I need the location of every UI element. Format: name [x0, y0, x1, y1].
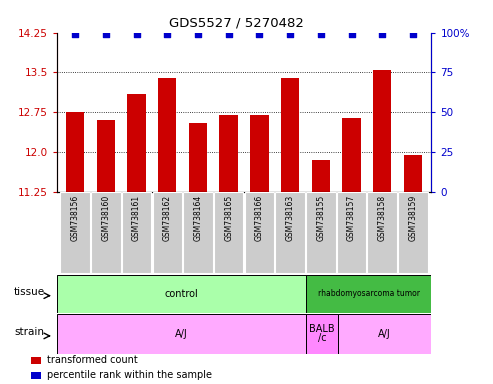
- Text: GDS5527 / 5270482: GDS5527 / 5270482: [169, 16, 304, 29]
- Bar: [404, 155, 422, 192]
- Point: [348, 31, 355, 37]
- Bar: [312, 160, 330, 192]
- Bar: [398, 192, 428, 273]
- Text: tissue: tissue: [14, 287, 45, 297]
- Bar: [66, 112, 84, 192]
- Bar: [306, 192, 336, 273]
- Text: GSM738157: GSM738157: [347, 194, 356, 241]
- Point: [255, 31, 263, 37]
- Bar: [60, 192, 90, 273]
- Bar: [367, 192, 397, 273]
- Bar: [219, 115, 238, 192]
- Bar: [189, 123, 207, 192]
- Bar: [338, 314, 431, 354]
- Point: [133, 31, 141, 37]
- Point: [71, 31, 79, 37]
- Bar: [57, 275, 307, 313]
- Text: GSM738156: GSM738156: [70, 194, 80, 241]
- Text: GSM738155: GSM738155: [317, 194, 325, 241]
- Bar: [373, 70, 391, 192]
- Bar: [183, 192, 212, 273]
- Point: [102, 31, 110, 37]
- Point: [163, 31, 171, 37]
- Point: [378, 31, 386, 37]
- Text: percentile rank within the sample: percentile rank within the sample: [47, 371, 212, 381]
- Bar: [127, 94, 146, 192]
- Text: GSM738159: GSM738159: [408, 194, 418, 241]
- Bar: [281, 78, 299, 192]
- Bar: [337, 192, 366, 273]
- Point: [317, 31, 325, 37]
- Text: GSM738166: GSM738166: [255, 194, 264, 241]
- Bar: [97, 120, 115, 192]
- Bar: [214, 192, 244, 273]
- Bar: [57, 314, 307, 354]
- Bar: [158, 78, 176, 192]
- Point: [194, 31, 202, 37]
- Text: GSM738165: GSM738165: [224, 194, 233, 241]
- Bar: [245, 192, 274, 273]
- Text: GSM738164: GSM738164: [193, 194, 203, 241]
- Text: strain: strain: [14, 327, 44, 337]
- Bar: [307, 314, 338, 354]
- Text: BALB
/c: BALB /c: [309, 324, 335, 343]
- Text: control: control: [165, 289, 199, 299]
- Text: GSM738160: GSM738160: [102, 194, 110, 241]
- Point: [286, 31, 294, 37]
- Bar: [91, 192, 121, 273]
- Bar: [307, 275, 431, 313]
- Bar: [250, 115, 269, 192]
- Bar: [152, 192, 182, 273]
- Text: transformed count: transformed count: [47, 356, 138, 366]
- Text: A/J: A/J: [175, 329, 188, 339]
- Text: GSM738158: GSM738158: [378, 194, 387, 240]
- Bar: [32, 372, 41, 379]
- Text: A/J: A/J: [378, 329, 391, 339]
- Bar: [342, 118, 361, 192]
- Text: GSM738163: GSM738163: [285, 194, 295, 241]
- Point: [409, 31, 417, 37]
- Text: GSM738162: GSM738162: [163, 194, 172, 240]
- Bar: [32, 357, 41, 364]
- Text: rhabdomyosarcoma tumor: rhabdomyosarcoma tumor: [318, 289, 420, 298]
- Point: [225, 31, 233, 37]
- Bar: [276, 192, 305, 273]
- Bar: [122, 192, 151, 273]
- Text: GSM738161: GSM738161: [132, 194, 141, 240]
